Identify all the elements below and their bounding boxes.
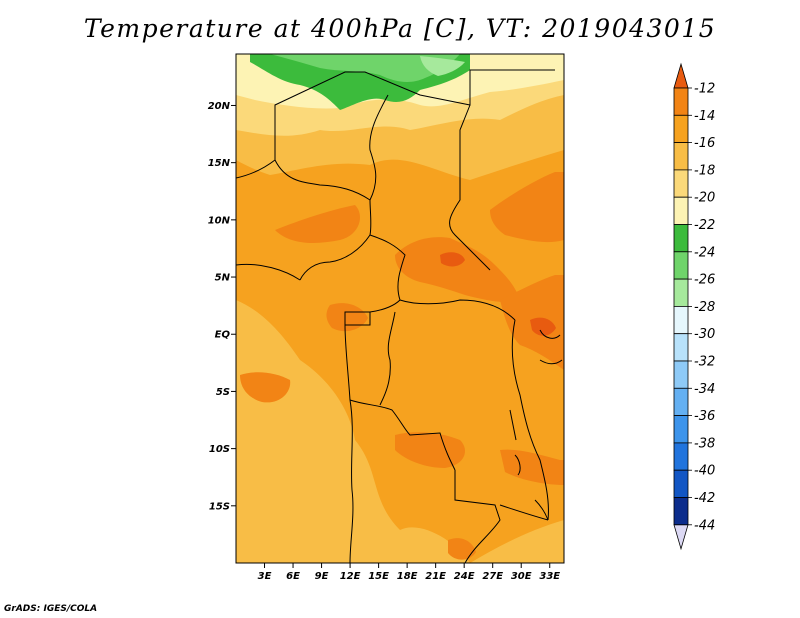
colorbar-label: -40 xyxy=(694,464,715,479)
lon-tick-label: 24E xyxy=(454,571,475,582)
lat-tick-label: 15N xyxy=(208,158,231,169)
colorbar-label: -32 xyxy=(694,355,715,370)
map-frame xyxy=(235,53,565,564)
lat-tick-label: EQ xyxy=(215,330,231,341)
southeast-warm-band xyxy=(470,520,564,563)
cold-light-green xyxy=(270,54,460,82)
colorbar-label: -34 xyxy=(694,382,715,397)
colorbar-cell xyxy=(673,469,689,498)
lat-tick-label: 10N xyxy=(208,215,231,226)
warm-patch-central xyxy=(395,237,520,303)
grads-credit: GrADS: IGES/COLA xyxy=(4,604,98,614)
warm-patch-northeast xyxy=(490,172,564,243)
colorbar-label: -26 xyxy=(694,273,715,288)
warm-patch-south xyxy=(395,432,465,468)
lat-tick-label: 10S xyxy=(209,444,230,455)
colorbar-cell xyxy=(673,387,689,416)
colorbar-label: -16 xyxy=(694,136,715,151)
longitude-axis: 3E 6E 9E 12E 15E 18E 21E 24E 27E 30E 33E xyxy=(258,563,560,582)
colorbar-cell xyxy=(673,305,689,335)
colorbar-top-arrow xyxy=(673,62,689,89)
map-title: Temperature at 400hPa [C], VT: 201904301… xyxy=(83,14,717,43)
colorbar-cell xyxy=(673,142,689,171)
colorbar-label: -22 xyxy=(694,218,715,233)
south-warm-band xyxy=(236,300,470,563)
cold-pale-green xyxy=(420,56,465,76)
lat-tick-label: 15S xyxy=(209,501,230,512)
warm-patch-southeast xyxy=(500,449,564,485)
lon-tick-label: 33E xyxy=(539,571,560,582)
colorbar-label: -18 xyxy=(694,163,715,178)
warm-patch-west xyxy=(240,372,291,403)
colorbar-label: -24 xyxy=(694,245,715,260)
color-scale-bar: -12 -14 -16 -18 -20 -22 -24 -26 -28 -30 -32 -34 -36 -… xyxy=(673,62,715,551)
lat-tick-label: 5S xyxy=(216,387,230,398)
colorbar-cell xyxy=(673,360,689,389)
colorbar-cell xyxy=(673,497,689,526)
lat-tick-label: 20N xyxy=(208,101,231,112)
colorbar-cell xyxy=(673,87,689,116)
lon-tick-label: 18E xyxy=(397,571,418,582)
lon-tick-label: 12E xyxy=(340,571,361,582)
colorbar-cell xyxy=(673,415,689,444)
warm-patch-far-south xyxy=(448,538,476,560)
map-plot-area xyxy=(236,54,564,563)
lon-tick-label: 21E xyxy=(425,571,446,582)
colorbar-cell xyxy=(673,333,689,362)
lon-tick-label: 3E xyxy=(258,571,272,582)
colorbar-bottom-arrow xyxy=(673,524,689,551)
colorbar-label: -38 xyxy=(694,436,715,451)
warm-patch-northwest xyxy=(275,205,360,243)
colorbar-cell xyxy=(673,278,689,307)
colorbar-label: -44 xyxy=(694,518,715,533)
lon-tick-label: 27E xyxy=(482,571,503,582)
colorbar-label: -36 xyxy=(694,409,715,424)
colorbar-label: -30 xyxy=(694,327,715,342)
lon-tick-label: 15E xyxy=(368,571,389,582)
colorbar-cell xyxy=(673,169,689,198)
colorbar-cell xyxy=(673,224,689,253)
hot-speck-central xyxy=(440,252,465,267)
colorbar-label: -12 xyxy=(694,82,715,97)
lat-tick-label: 5N xyxy=(215,273,231,284)
hot-speck-east xyxy=(530,317,556,336)
lon-tick-label: 6E xyxy=(286,571,300,582)
warm-patch-central-south xyxy=(326,303,368,332)
colorbar-cell xyxy=(673,196,689,225)
colorbar-cell xyxy=(673,442,689,471)
colorbar-label: -20 xyxy=(694,191,715,206)
colorbar-cell xyxy=(673,114,689,144)
colorbar-label: -14 xyxy=(694,109,715,124)
latitude-axis: 20N 15N 10N 5N EQ 5S 10S 15S xyxy=(208,101,236,512)
colorbar-label: -28 xyxy=(694,300,715,315)
lon-tick-label: 9E xyxy=(315,571,329,582)
country-borders xyxy=(236,69,563,563)
colorbar-label: -42 xyxy=(694,491,715,506)
lon-tick-label: 30E xyxy=(511,571,532,582)
colorbar-cell xyxy=(673,251,689,280)
